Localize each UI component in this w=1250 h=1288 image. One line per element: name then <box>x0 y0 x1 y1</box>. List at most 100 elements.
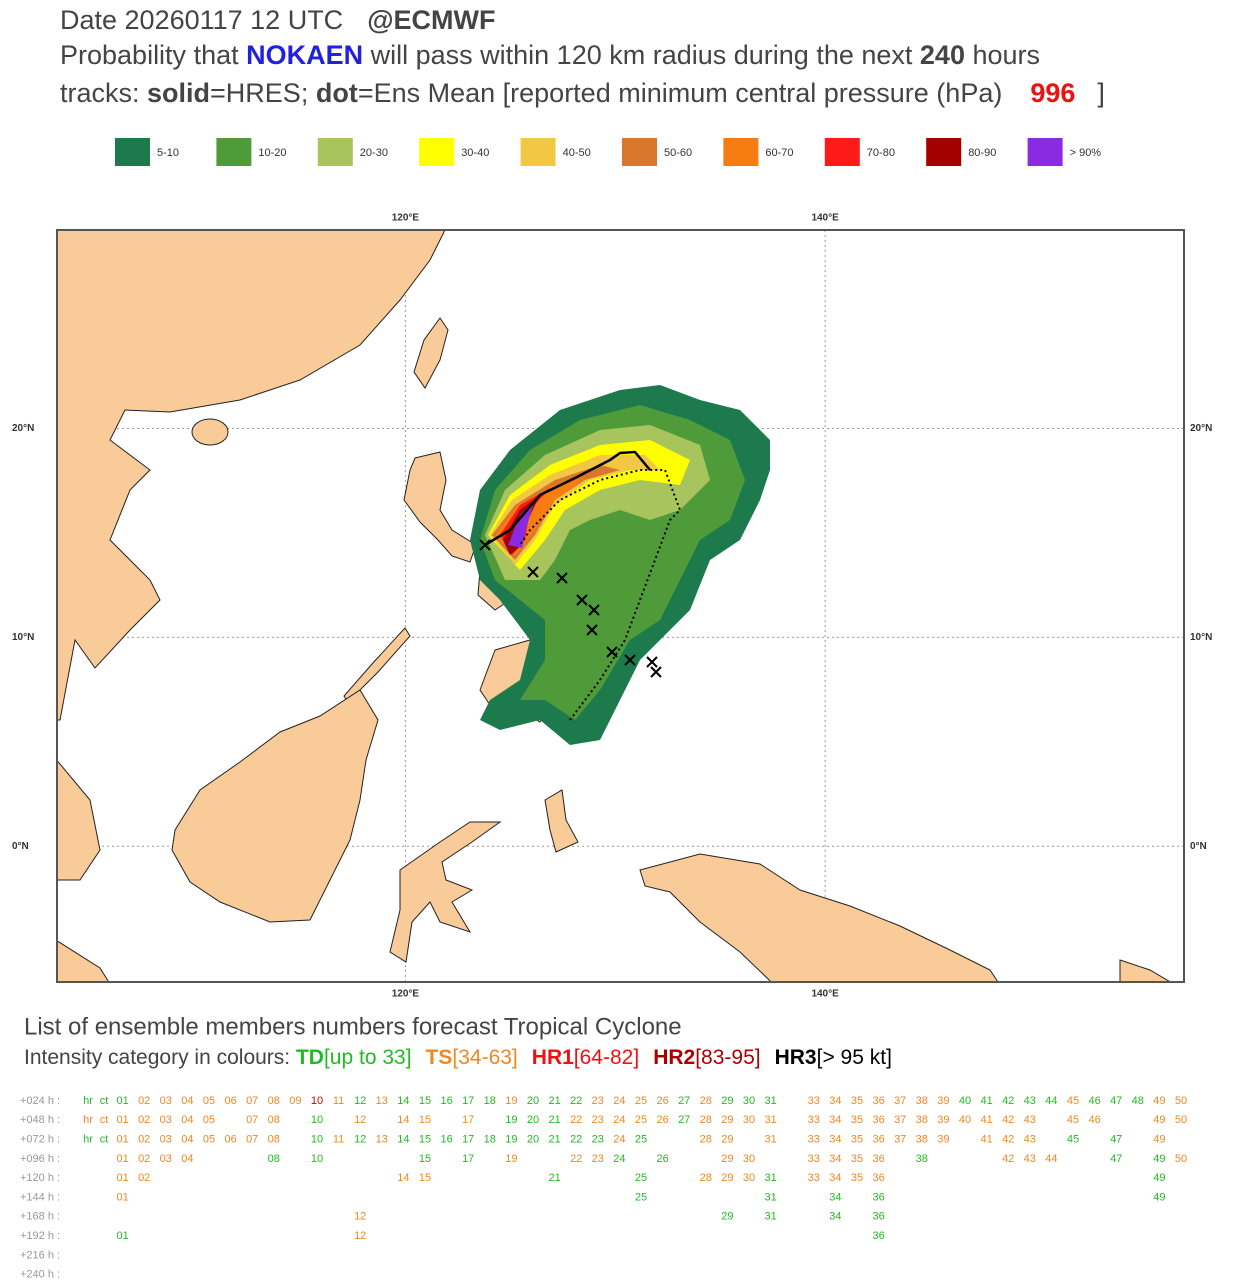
member-number: 49 <box>1153 1095 1165 1107</box>
member-number: 35 <box>851 1172 863 1184</box>
text: hours <box>965 40 1040 70</box>
member-number: ct <box>100 1114 109 1126</box>
legend-label: 60-70 <box>765 147 793 159</box>
member-number: 35 <box>851 1095 863 1107</box>
land <box>403 451 477 563</box>
member-number: 22 <box>570 1114 582 1126</box>
lon-label: 140°E <box>811 213 839 224</box>
member-number: 40 <box>959 1095 971 1107</box>
member-number: 03 <box>160 1114 172 1126</box>
member-number: 43 <box>1024 1114 1036 1126</box>
member-number: 38 <box>916 1095 928 1107</box>
member-number: 45 <box>1067 1095 1079 1107</box>
member-number: 25 <box>635 1191 647 1203</box>
member-number: 28 <box>700 1114 712 1126</box>
member-number: 21 <box>548 1114 560 1126</box>
member-number: 29 <box>721 1134 733 1146</box>
member-number: 34 <box>829 1191 841 1203</box>
lat-label: 20°N <box>1190 423 1212 434</box>
member-number: 12 <box>354 1211 366 1223</box>
row-label: +240 h : <box>20 1269 60 1281</box>
member-number: 17 <box>462 1095 474 1107</box>
member-number: 14 <box>397 1172 409 1184</box>
legend-swatch <box>926 138 962 166</box>
member-number: 46 <box>1088 1095 1100 1107</box>
lat-label: 0°N <box>12 841 29 852</box>
member-number: 45 <box>1067 1134 1079 1146</box>
legend-swatch <box>216 138 252 166</box>
member-number: 47 <box>1110 1095 1122 1107</box>
member-number: 06 <box>224 1134 236 1146</box>
member-number: 22 <box>570 1153 582 1165</box>
member-number: 34 <box>829 1172 841 1184</box>
member-number: 29 <box>721 1114 733 1126</box>
legend-label: 70-80 <box>867 147 895 159</box>
member-number: 26 <box>656 1153 668 1165</box>
member-number: 31 <box>764 1114 776 1126</box>
member-number: 01 <box>116 1230 128 1242</box>
member-number: 15 <box>419 1095 431 1107</box>
member-number: 20 <box>527 1095 539 1107</box>
member-number: 06 <box>224 1095 236 1107</box>
member-number: 44 <box>1045 1153 1057 1165</box>
text: will pass within 120 km radius during th… <box>363 40 920 70</box>
member-number: 36 <box>872 1211 884 1223</box>
member-number: 36 <box>872 1172 884 1184</box>
member-number: 23 <box>592 1114 604 1126</box>
category-name: TD <box>296 1046 324 1069</box>
member-number: 07 <box>246 1114 258 1126</box>
text: solid <box>147 78 210 108</box>
member-number: 23 <box>592 1095 604 1107</box>
member-number: 29 <box>721 1172 733 1184</box>
member-number: 15 <box>419 1153 431 1165</box>
member-number: 39 <box>937 1114 949 1126</box>
member-number: 31 <box>764 1191 776 1203</box>
member-number: 36 <box>872 1191 884 1203</box>
row-label: +120 h : <box>20 1172 60 1184</box>
members-title: List of ensemble members numbers forecas… <box>24 1013 682 1040</box>
member-number: 29 <box>721 1153 733 1165</box>
member-number: 33 <box>808 1114 820 1126</box>
member-number: 05 <box>203 1114 215 1126</box>
member-number: 36 <box>872 1114 884 1126</box>
member-number: 30 <box>743 1153 755 1165</box>
row-label: +192 h : <box>20 1230 60 1242</box>
row-label: +072 h : <box>20 1134 60 1146</box>
member-number: 14 <box>397 1095 409 1107</box>
member-number: 24 <box>613 1095 625 1107</box>
category-name: HR2 <box>653 1046 695 1069</box>
member-number: 25 <box>635 1095 647 1107</box>
member-number: 10 <box>311 1114 323 1126</box>
lat-label: 10°N <box>12 632 34 643</box>
member-number: 49 <box>1153 1172 1165 1184</box>
member-number: 12 <box>354 1114 366 1126</box>
category-range: [up to 33] <box>324 1046 412 1069</box>
member-number: 42 <box>1002 1114 1014 1126</box>
lat-label: 0°N <box>1190 841 1207 852</box>
category-name: TS <box>426 1046 453 1069</box>
member-number: 42 <box>1002 1153 1014 1165</box>
member-number: 15 <box>419 1134 431 1146</box>
member-number: 10 <box>311 1134 323 1146</box>
member-number: 19 <box>505 1114 517 1126</box>
member-number: 02 <box>138 1172 150 1184</box>
member-number: 41 <box>980 1095 992 1107</box>
member-number: 43 <box>1024 1095 1036 1107</box>
member-number: 08 <box>268 1134 280 1146</box>
hours: 240 <box>920 40 965 70</box>
member-number: 25 <box>635 1134 647 1146</box>
category-name: HR3 <box>775 1046 817 1069</box>
member-number: 01 <box>116 1134 128 1146</box>
prob-over-90 <box>508 500 535 548</box>
member-number: 16 <box>440 1095 452 1107</box>
land <box>639 853 999 982</box>
member-number: 24 <box>613 1134 625 1146</box>
land <box>57 940 110 982</box>
member-number: ct <box>100 1134 109 1146</box>
member-number: 17 <box>462 1153 474 1165</box>
member-number: 40 <box>959 1114 971 1126</box>
land <box>171 689 379 923</box>
legend-label: 30-40 <box>461 147 489 159</box>
member-number: 50 <box>1175 1114 1187 1126</box>
